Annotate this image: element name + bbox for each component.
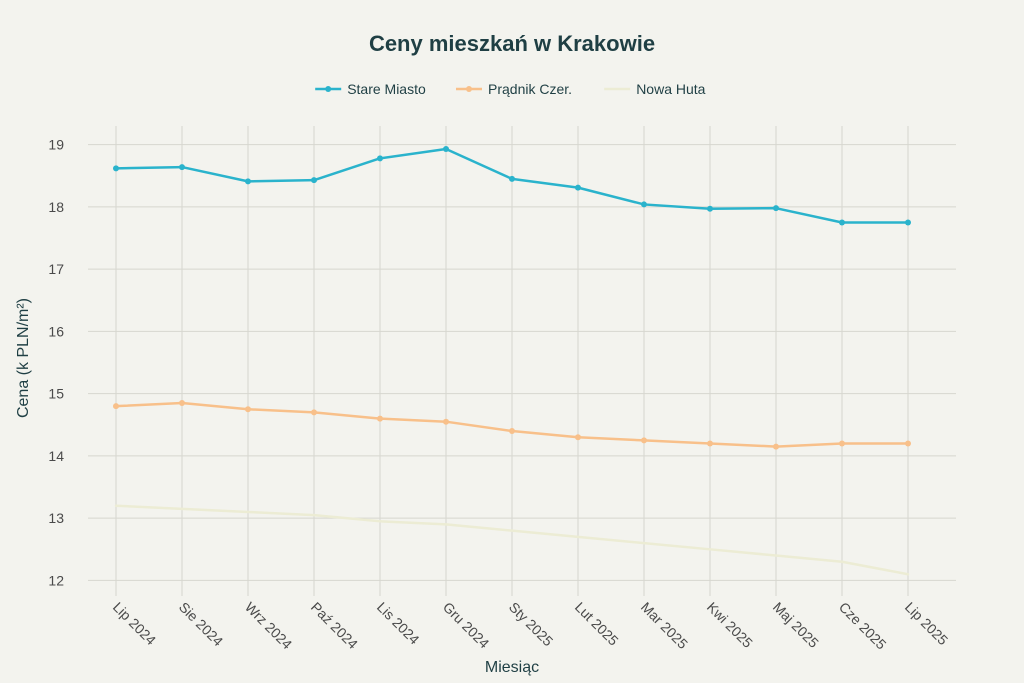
- data-point: [575, 184, 581, 191]
- legend-marker: [466, 86, 472, 92]
- y-tick-label: 17: [48, 261, 64, 277]
- x-tick-label: Lut 2025: [572, 599, 622, 649]
- series-0: [113, 146, 911, 226]
- y-tick-label: 14: [48, 448, 64, 464]
- x-axis-ticks: Lip 2024 Sie 2024 Wrz 2024 Paź 2024 Lis 2024…: [110, 599, 951, 653]
- legend: Stare Miasto Prądnik Czer. Nowa Huta: [315, 81, 706, 97]
- data-point: [443, 418, 449, 425]
- y-tick-label: 12: [48, 572, 64, 588]
- data-point: [905, 440, 911, 447]
- legend-marker: [325, 86, 332, 92]
- y-axis-ticks: 12 13 14 15 16 17 18 19: [48, 137, 64, 589]
- data-point: [443, 146, 449, 153]
- series-2: [114, 504, 910, 576]
- x-axis-title: Miesiąc: [485, 659, 539, 676]
- legend-item: Prądnik Czer.: [456, 81, 572, 97]
- x-tick-label: Kwi 2025: [704, 599, 756, 651]
- x-tick-label: Sie 2024: [176, 599, 227, 650]
- legend-item: Nowa Huta: [604, 81, 706, 97]
- y-tick-label: 15: [48, 386, 64, 402]
- series-layer: [113, 146, 911, 576]
- data-point: [773, 443, 779, 450]
- y-axis-title: Cena (k PLN/m²): [15, 298, 32, 418]
- data-point: [641, 437, 647, 444]
- x-tick-label: Lip 2024: [110, 599, 159, 648]
- data-point: [839, 219, 845, 226]
- data-point: [707, 440, 713, 447]
- grid: [88, 126, 956, 596]
- data-point: [113, 403, 119, 410]
- data-point: [707, 205, 713, 212]
- series-line: [114, 504, 910, 576]
- data-point: [311, 409, 317, 416]
- y-tick-label: 18: [48, 199, 64, 215]
- data-point: [509, 175, 515, 182]
- legend-label: Prądnik Czer.: [488, 81, 572, 97]
- data-point: [113, 165, 119, 172]
- data-point: [311, 177, 317, 184]
- chart-title: Ceny mieszkań w Krakowie: [369, 31, 655, 56]
- x-tick-label: Mar 2025: [638, 599, 691, 652]
- data-point: [377, 155, 383, 162]
- x-tick-label: Cze 2025: [836, 599, 890, 653]
- data-point: [179, 400, 185, 407]
- series-1: [113, 400, 911, 450]
- y-tick-label: 13: [48, 510, 64, 526]
- x-tick-label: Wrz 2024: [242, 599, 296, 653]
- y-tick-label: 19: [48, 137, 64, 153]
- x-tick-label: Maj 2025: [770, 599, 822, 651]
- y-tick-label: 16: [48, 323, 64, 339]
- data-point: [245, 178, 251, 185]
- data-point: [179, 164, 185, 171]
- x-tick-label: Lis 2024: [374, 599, 423, 648]
- data-point: [773, 205, 779, 212]
- data-point: [575, 434, 581, 441]
- data-point: [839, 440, 845, 447]
- x-tick-label: Gru 2024: [440, 599, 493, 652]
- data-point: [245, 406, 251, 413]
- x-tick-label: Lip 2025: [902, 599, 951, 648]
- data-point: [377, 415, 383, 422]
- data-point: [641, 201, 647, 208]
- legend-label: Stare Miasto: [347, 81, 426, 97]
- legend-item: Stare Miasto: [315, 81, 426, 97]
- legend-label: Nowa Huta: [636, 81, 705, 97]
- data-point: [509, 428, 515, 435]
- x-tick-label: Sty 2025: [506, 599, 557, 650]
- x-tick-label: Paź 2024: [308, 599, 361, 652]
- data-point: [905, 219, 911, 226]
